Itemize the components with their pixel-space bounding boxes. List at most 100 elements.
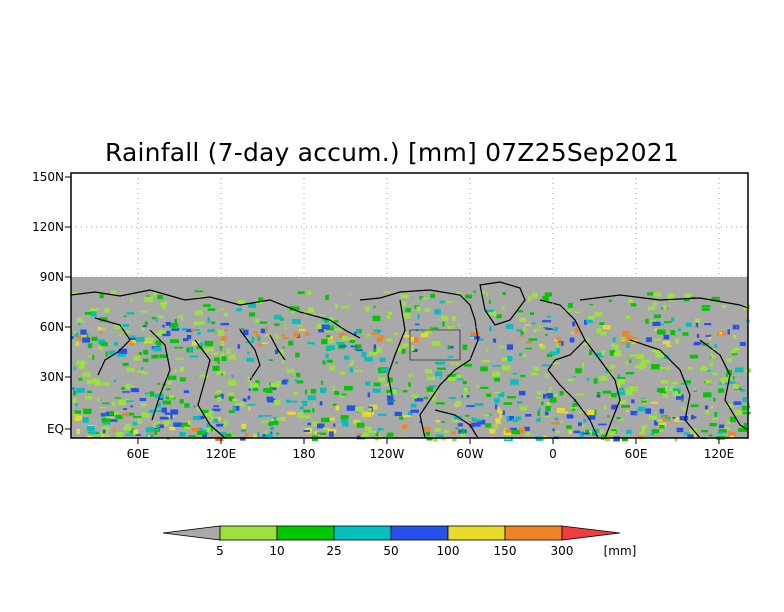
precip-cell (421, 297, 429, 300)
precip-cell (447, 345, 451, 350)
precip-cell (125, 424, 131, 428)
precip-cell (75, 402, 78, 407)
precip-cell (463, 387, 469, 393)
precip-cell (605, 369, 608, 373)
precip-cell (232, 405, 240, 411)
precip-cell (116, 432, 123, 438)
precip-cell (687, 434, 694, 439)
precip-cell (194, 290, 204, 293)
precip-cell (265, 327, 268, 333)
precip-cell (83, 408, 92, 414)
colorbar-label: 10 (269, 544, 284, 558)
precip-cell (344, 385, 353, 391)
precip-cell (743, 422, 748, 429)
precip-cell (262, 415, 272, 417)
precip-cell (379, 428, 385, 430)
precip-cell (98, 346, 104, 350)
precip-cell (293, 332, 300, 337)
precip-cell (429, 385, 437, 388)
precip-cell (455, 427, 459, 430)
precip-cell (498, 392, 505, 398)
precip-cell (349, 338, 355, 341)
precip-cell (312, 408, 315, 413)
precip-cell (161, 407, 167, 413)
precip-cell (73, 366, 76, 371)
precip-cell (472, 421, 481, 427)
precip-cell (121, 412, 130, 417)
precip-cell (153, 429, 158, 435)
precip-cell (199, 342, 204, 347)
precip-cell (545, 406, 551, 412)
precip-cell (717, 431, 724, 434)
precip-cell (727, 358, 732, 363)
precip-cell (625, 361, 628, 366)
precip-cell (446, 301, 453, 304)
precip-cell (654, 420, 661, 426)
precip-cell (666, 344, 671, 347)
precip-cell (164, 412, 171, 415)
precip-cell (635, 364, 641, 369)
precip-cell (247, 376, 251, 382)
precip-cell (728, 381, 736, 384)
precip-cell (144, 296, 153, 303)
precip-cell (299, 406, 305, 410)
precip-cell (206, 427, 214, 433)
precip-cell (211, 352, 219, 355)
precip-cell (157, 402, 161, 408)
precip-cell (494, 391, 502, 394)
coastline-south-america (434, 409, 479, 439)
precip-cell (558, 342, 562, 346)
precip-cell (133, 429, 139, 435)
precip-cell (629, 354, 638, 357)
precip-cell (197, 431, 206, 435)
precip-cell (129, 428, 135, 433)
precip-cell (221, 356, 227, 361)
colorbar-label: 150 (494, 544, 517, 558)
precip-cell (537, 410, 541, 416)
precip-cell (674, 437, 678, 442)
precip-cell (257, 336, 261, 342)
precip-cell (402, 343, 409, 347)
precip-cell (480, 386, 489, 389)
precip-cell (653, 292, 662, 297)
precip-cell (585, 339, 590, 343)
precip-cell (373, 344, 376, 349)
precip-cell (100, 342, 108, 347)
precip-cell (506, 344, 513, 350)
precip-cell (451, 316, 456, 321)
precip-cell (92, 355, 95, 360)
precip-cell (259, 321, 268, 324)
precip-cell (214, 395, 222, 399)
precip-cell (542, 295, 549, 301)
precip-cell (182, 422, 191, 428)
precip-cell (143, 358, 149, 363)
precip-cell (346, 405, 356, 411)
precip-cell (620, 341, 630, 344)
precip-cell (481, 290, 486, 295)
precip-cell (373, 382, 381, 387)
precip-cell (81, 333, 87, 338)
precip-cell (197, 406, 200, 412)
precip-cell (231, 375, 234, 378)
precip-cell (519, 406, 527, 411)
precip-cell (448, 376, 456, 381)
precip-cell (566, 414, 573, 419)
precip-cell (503, 430, 513, 436)
precip-cell (506, 416, 510, 422)
precip-cell (86, 435, 93, 439)
precip-cell (589, 303, 593, 306)
precip-cell (183, 390, 189, 394)
precip-cell (197, 340, 200, 345)
precip-cell (78, 322, 81, 326)
precip-cell (320, 387, 327, 393)
precip-cell (701, 305, 711, 308)
precip-cell (495, 418, 501, 424)
precip-cell (257, 343, 264, 346)
precip-cell (402, 390, 408, 393)
precip-cell (90, 308, 99, 311)
precip-cell (528, 296, 531, 302)
precip-cell (207, 411, 212, 414)
colorbar-segment (390, 525, 449, 541)
precip-cell (585, 429, 589, 435)
precip-cell (364, 357, 373, 362)
